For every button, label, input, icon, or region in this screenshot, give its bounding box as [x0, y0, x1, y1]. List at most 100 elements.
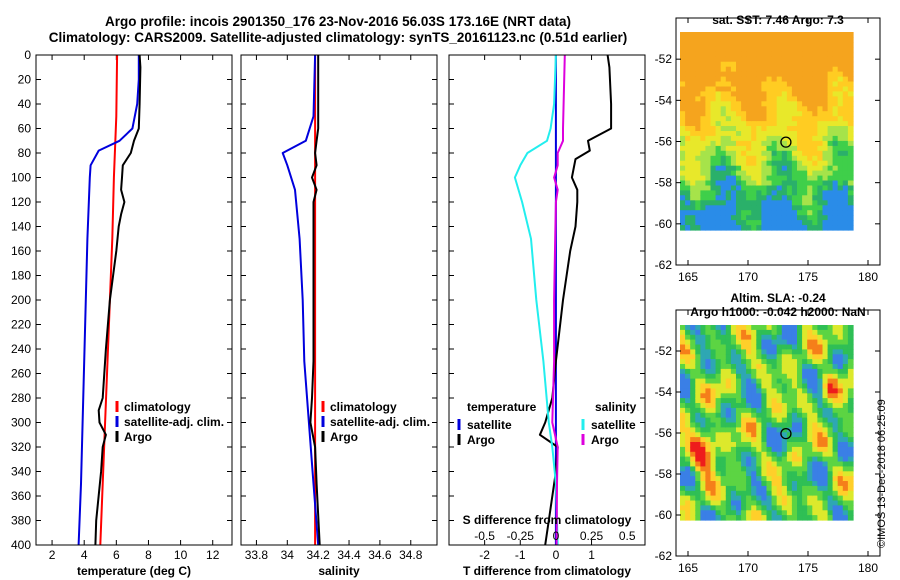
- heat-cell: [725, 61, 732, 68]
- heat-cell: [832, 378, 839, 385]
- heat-cell: [781, 41, 788, 48]
- heat-cell: [741, 66, 747, 73]
- heat-cell: [847, 378, 854, 385]
- heat-cell: [746, 160, 752, 167]
- heat-cell: [736, 32, 742, 38]
- heat-cell: [741, 165, 747, 172]
- heat-cell: [822, 106, 829, 112]
- heat-cell: [822, 359, 829, 365]
- heat-cell: [700, 500, 707, 506]
- heat-cell: [720, 476, 727, 482]
- heat-cell: [680, 417, 686, 424]
- heat-cell: [705, 111, 712, 117]
- heat-cell: [705, 442, 712, 448]
- heat-cell: [746, 165, 752, 172]
- heat-cell: [837, 339, 844, 346]
- heat-cell: [791, 195, 798, 201]
- heat-cell: [786, 417, 793, 424]
- y-tick-label: -62: [655, 549, 673, 563]
- heat-cell: [781, 446, 788, 453]
- heat-cell: [847, 61, 854, 68]
- heat-cell: [736, 51, 742, 58]
- heat-cell: [690, 471, 696, 477]
- heat-cell: [746, 180, 752, 186]
- heat-cell: [741, 437, 747, 443]
- heat-cell: [690, 145, 696, 152]
- heat-cell: [827, 456, 834, 463]
- heat-cell: [741, 412, 747, 419]
- heat-cell: [807, 368, 813, 375]
- heat-cell: [837, 393, 844, 399]
- heat-cell: [730, 160, 737, 167]
- heat-cell: [781, 451, 788, 458]
- heat-cell: [741, 126, 747, 132]
- heat-cell: [786, 364, 793, 370]
- heat-cell: [812, 180, 818, 186]
- heat-cell: [817, 432, 824, 438]
- heat-cell: [766, 86, 773, 92]
- heat-cell: [725, 451, 732, 458]
- heat-cell: [715, 131, 722, 137]
- heat-cell: [812, 476, 818, 482]
- heat-cell: [680, 471, 686, 477]
- heat-cell: [807, 145, 813, 152]
- heat-cell: [847, 432, 854, 438]
- heat-cell: [822, 190, 829, 196]
- heat-cell: [680, 225, 686, 231]
- heat-cell: [807, 61, 813, 68]
- heat-cell: [730, 96, 737, 102]
- heat-cell: [746, 96, 752, 102]
- heat-cell: [771, 364, 778, 370]
- heat-cell: [786, 461, 793, 467]
- heat-cell: [832, 329, 839, 336]
- heat-cell: [730, 81, 737, 87]
- heat-cell: [761, 200, 768, 206]
- heat-cell: [812, 71, 818, 78]
- heat-cell: [751, 481, 757, 487]
- heat-cell: [751, 185, 757, 191]
- y-tick-label: 300: [11, 416, 31, 430]
- heat-cell: [715, 339, 722, 346]
- heat-cell: [807, 403, 813, 409]
- heat-cell: [802, 359, 808, 365]
- heat-cell: [766, 150, 773, 157]
- heat-cell: [832, 359, 839, 365]
- heat-cell: [725, 111, 732, 117]
- heat-cell: [751, 485, 757, 492]
- heat-cell: [761, 160, 768, 167]
- heat-cell: [837, 344, 844, 350]
- heat-cell: [822, 344, 829, 350]
- heat-cell: [781, 490, 788, 497]
- heat-cell: [791, 471, 798, 477]
- heat-cell: [705, 388, 712, 394]
- heat-cell: [700, 200, 707, 206]
- heat-cell: [700, 412, 707, 419]
- heat-cell: [680, 76, 686, 83]
- heat-cell: [812, 344, 818, 350]
- heat-cell: [746, 481, 752, 487]
- heat-cell: [685, 210, 691, 216]
- heat-cell: [710, 66, 717, 73]
- heat-cell: [797, 121, 803, 127]
- heat-cell: [832, 349, 839, 355]
- heat-cell: [751, 225, 757, 231]
- heat-cell: [786, 407, 793, 414]
- heat-cell: [710, 145, 717, 152]
- heat-cell: [771, 461, 778, 467]
- y-tick-label: -52: [655, 52, 673, 66]
- heat-cell: [741, 398, 747, 404]
- heat-cell: [842, 500, 849, 506]
- heat-cell: [847, 407, 854, 414]
- heat-cell: [695, 225, 701, 231]
- heat-cell: [781, 165, 788, 172]
- heat-cell: [746, 461, 752, 467]
- heat-cell: [751, 61, 757, 68]
- heat-cell: [807, 417, 813, 424]
- heat-cell: [822, 116, 829, 122]
- heat-cell: [736, 476, 742, 482]
- heat-cell: [680, 388, 686, 394]
- heat-cell: [725, 427, 732, 433]
- heat-cell: [725, 150, 732, 157]
- heat-cell: [715, 205, 722, 211]
